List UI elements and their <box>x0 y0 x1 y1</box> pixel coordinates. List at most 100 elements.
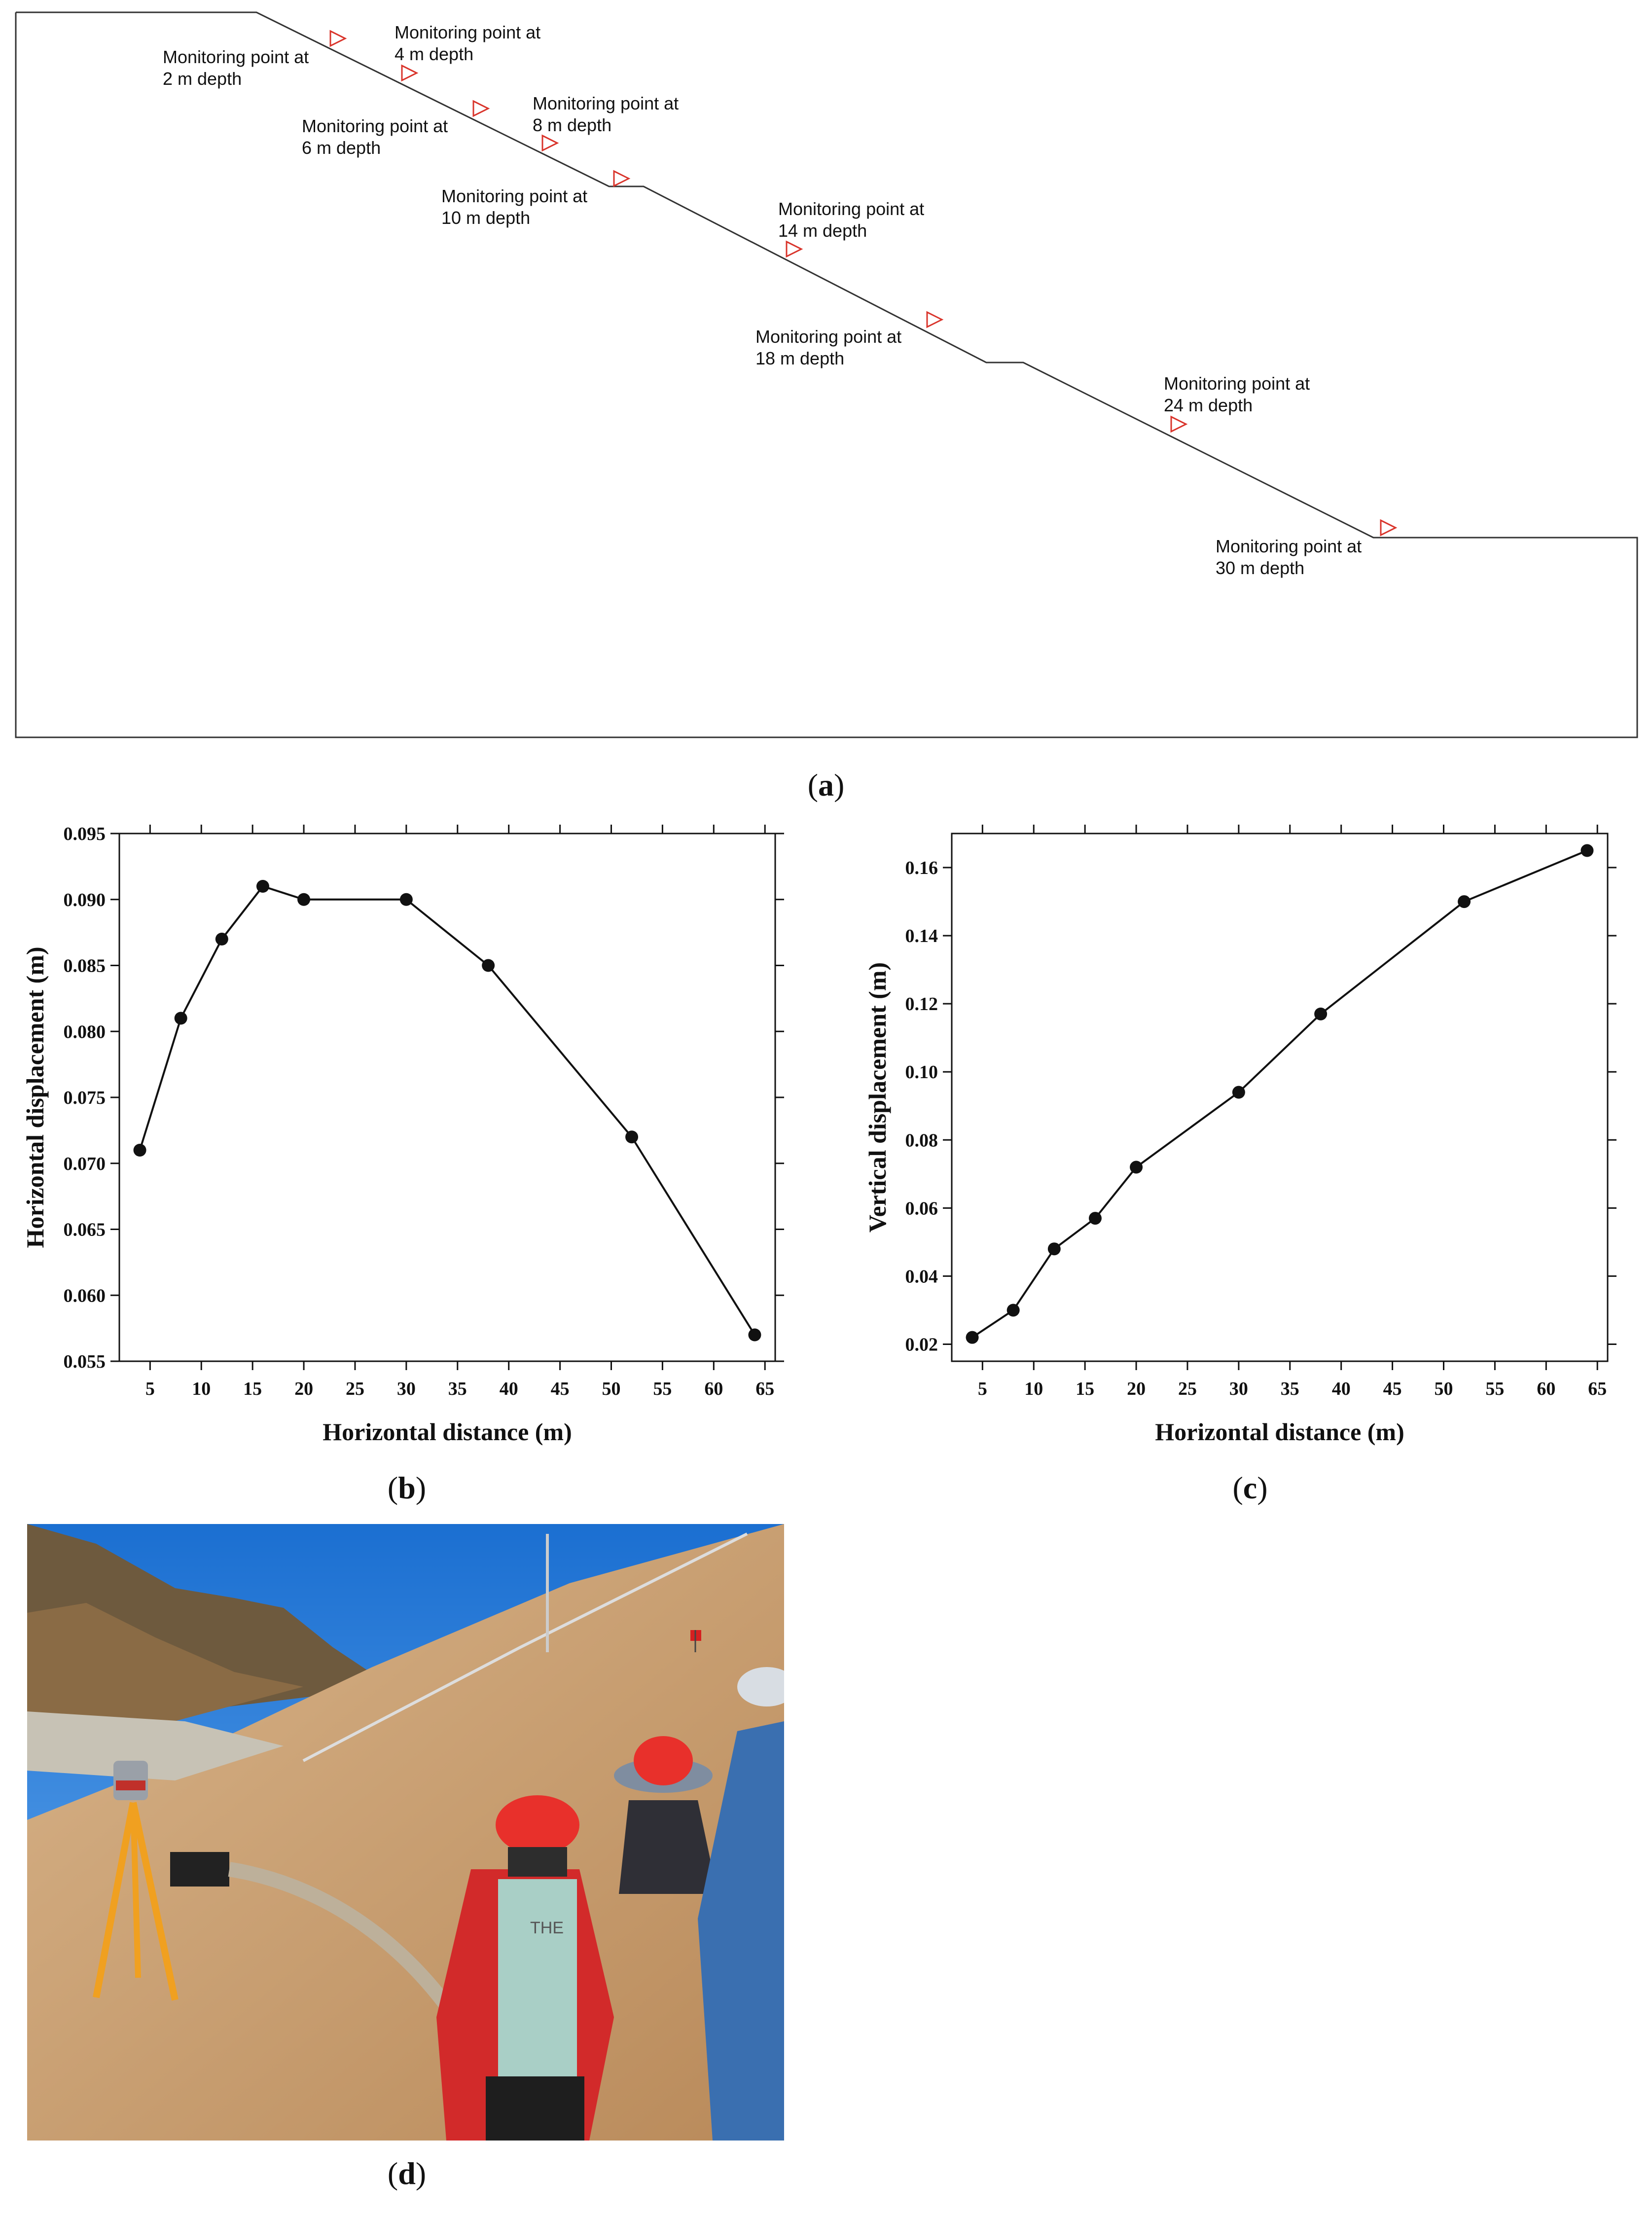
data-point <box>1130 1161 1143 1174</box>
y-tick-label: 0.14 <box>905 926 938 946</box>
caption-a: (a) <box>807 767 845 802</box>
y-axis-title: Horizontal displacement (m) <box>21 946 49 1248</box>
instrument-case <box>170 1852 229 1887</box>
x-tick-label: 30 <box>1229 1379 1248 1399</box>
data-point <box>297 893 311 906</box>
monitoring-point-marker <box>472 100 490 117</box>
plot-frame <box>118 833 776 1362</box>
x-axis-title: Horizontal distance (m) <box>1155 1418 1404 1446</box>
monitoring-point-marker <box>613 170 631 187</box>
horizontal-displacement-chart: 5 10 15 20 25 30 35 40 45 50 55 60 65 0.055 0.060 0.065… <box>21 824 784 1446</box>
monitoring-point-label: Monitoring point at <box>1216 536 1362 556</box>
y-tick-label: 0.085 <box>64 956 106 977</box>
monitoring-point-marker <box>1170 415 1188 433</box>
data-point <box>1232 1086 1245 1099</box>
shirt-print: THE <box>530 1919 564 1937</box>
monitoring-point-depth: 24 m depth <box>1164 395 1253 415</box>
monitoring-point-depth: 2 m depth <box>163 69 242 89</box>
data-point <box>1314 1007 1328 1020</box>
y-tick-label: 0.055 <box>64 1351 106 1372</box>
data-point <box>399 893 413 906</box>
data-point <box>966 1331 979 1344</box>
x-tick-label: 15 <box>1076 1379 1094 1399</box>
x-tick-label: 55 <box>1485 1379 1504 1399</box>
monitoring-point-marker <box>541 134 559 152</box>
data-point <box>174 1012 187 1025</box>
monitoring-point-marker <box>329 30 347 47</box>
data-point <box>1580 844 1594 857</box>
x-tick-label: 15 <box>243 1379 262 1399</box>
monitoring-point-depth: 30 m depth <box>1216 558 1304 578</box>
data-point <box>1047 1242 1061 1256</box>
x-tick-label: 25 <box>346 1379 364 1399</box>
monitoring-point-marker <box>926 311 944 328</box>
plot-frame <box>951 833 1609 1362</box>
guardrail <box>302 1532 748 1762</box>
slope-profile <box>15 11 1638 738</box>
data-point <box>1088 1212 1102 1225</box>
x-tick-label: 35 <box>448 1379 467 1399</box>
data-point <box>748 1328 761 1342</box>
x-tick-label: 25 <box>1178 1379 1197 1399</box>
retaining-wall <box>27 1711 284 1780</box>
y-tick-label: 0.12 <box>905 994 938 1015</box>
x-tick-label: 20 <box>294 1379 313 1399</box>
series-line <box>139 885 756 1336</box>
caption-c: (c) <box>1232 1470 1268 1505</box>
x-tick-label: 5 <box>145 1379 155 1399</box>
monitoring-point-label: Monitoring point at <box>395 22 540 42</box>
data-point <box>625 1130 639 1144</box>
worker-red-jacket: THE <box>436 1795 614 2141</box>
field-photo: THE <box>27 1524 784 2141</box>
data-point <box>133 1144 146 1157</box>
monitoring-point-depth: 4 m depth <box>395 44 473 64</box>
monitoring-point-depth: 8 m depth <box>533 115 611 135</box>
x-tick-label: 60 <box>1537 1379 1555 1399</box>
x-tick-label: 45 <box>1383 1379 1402 1399</box>
y-tick-label: 0.10 <box>905 1062 938 1083</box>
monitoring-point-label: Monitoring point at <box>1164 373 1310 394</box>
worker-denim <box>698 1667 784 2141</box>
monitoring-point-label: Monitoring point at <box>533 93 679 113</box>
y-tick-label: 0.080 <box>64 1021 106 1042</box>
data-point <box>482 959 495 972</box>
monitoring-point-label: Monitoring point at <box>778 199 924 219</box>
monitoring-point-marker <box>401 64 419 82</box>
vertical-displacement-chart: 5 10 15 20 25 30 35 40 45 50 55 60 65 0.02 0.04 0.06 0.0… <box>863 825 1616 1446</box>
x-tick-label: 50 <box>602 1379 621 1399</box>
data-point <box>215 933 228 945</box>
y-tick-label: 0.060 <box>64 1285 106 1306</box>
x-tick-label: 50 <box>1435 1379 1453 1399</box>
x-tick-label: 60 <box>704 1379 723 1399</box>
y-tick-label: 0.16 <box>905 858 938 878</box>
x-tick-label: 65 <box>755 1379 774 1399</box>
monitoring-point-depth: 6 m depth <box>302 138 381 158</box>
x-tick-label: 30 <box>397 1379 416 1399</box>
y-tick-label: 0.04 <box>905 1266 938 1287</box>
data-point <box>1006 1304 1020 1317</box>
x-tick-label: 35 <box>1281 1379 1299 1399</box>
monitoring-point-marker <box>1380 519 1398 537</box>
y-tick-label: 0.070 <box>64 1154 106 1174</box>
monitoring-point-depth: 10 m depth <box>441 208 530 228</box>
y-tick-label: 0.06 <box>905 1198 938 1219</box>
x-tick-label: 5 <box>978 1379 987 1399</box>
x-tick-label: 65 <box>1588 1379 1607 1399</box>
y-axis-title: Vertical displacement (m) <box>863 962 891 1233</box>
monitoring-point-depth: 18 m depth <box>755 348 844 368</box>
x-tick-label: 45 <box>551 1379 570 1399</box>
monitoring-point-label: Monitoring point at <box>163 47 309 67</box>
monitoring-point-depth: 14 m depth <box>778 220 867 241</box>
x-axis-title: Horizontal distance (m) <box>323 1418 572 1446</box>
x-tick-label: 10 <box>1024 1379 1043 1399</box>
y-tick-label: 0.075 <box>64 1088 106 1108</box>
monitoring-point-label: Monitoring point at <box>302 116 448 136</box>
monitoring-point-marker <box>786 240 803 258</box>
y-tick-label: 0.065 <box>64 1220 106 1240</box>
data-point <box>1458 895 1471 908</box>
data-point <box>256 880 269 893</box>
total-station-on-tripod <box>93 1761 179 2001</box>
monitoring-point-label: Monitoring point at <box>755 327 901 347</box>
x-tick-label: 40 <box>1332 1379 1351 1399</box>
